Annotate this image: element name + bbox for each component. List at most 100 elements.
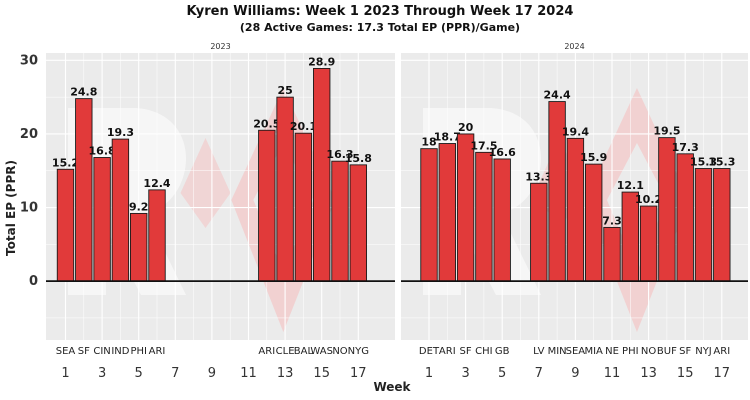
x-tick-label: 15: [677, 366, 694, 381]
bar-value-label: 16.3: [326, 148, 353, 161]
bar-value-label: 12.4: [143, 177, 170, 190]
bar-value-label: 19.3: [107, 126, 134, 139]
team-label: MIN: [548, 346, 567, 357]
bar: [420, 148, 438, 282]
bar-value-label: 25: [277, 84, 292, 97]
bar: [493, 158, 511, 282]
bar-value-label: 15.8: [345, 152, 372, 165]
x-tick-label: 7: [171, 366, 179, 381]
bar-value-label: 20.1: [290, 120, 317, 133]
bar-value-label: 19.5: [653, 125, 680, 138]
x-tick-label: 3: [98, 366, 106, 381]
bar-value-label: 15.3: [708, 156, 735, 169]
y-tick-label: 20: [20, 127, 38, 142]
bar-value-label: 28.9: [308, 55, 335, 68]
bar-value-label: 16.6: [489, 146, 516, 159]
team-label: MIA: [584, 346, 603, 357]
bar-value-label: 7.3: [602, 214, 622, 227]
team-label: NO: [641, 346, 656, 357]
team-label: GB: [495, 346, 510, 357]
bar: [93, 157, 111, 282]
x-tick-label: 7: [535, 366, 543, 381]
bar-value-label: 20.5: [253, 117, 280, 130]
x-tick-label: 9: [208, 366, 216, 381]
x-tick-label: 5: [135, 366, 143, 381]
bar: [530, 182, 548, 282]
team-label: ARI: [439, 346, 456, 357]
team-label: BAL: [294, 346, 314, 357]
facet-label: 2024: [564, 42, 584, 51]
bar-value-label: 10.2: [635, 193, 662, 206]
bar: [456, 133, 475, 282]
x-tick-label: 13: [640, 366, 657, 381]
bar: [75, 98, 93, 282]
bar: [331, 160, 349, 282]
bar-value-label: 13.3: [525, 170, 552, 183]
bar: [258, 129, 276, 282]
bar-value-label: 9.2: [129, 200, 149, 213]
bar-value-label: 24.4: [544, 89, 571, 102]
bar-value-label: 15.9: [580, 151, 607, 164]
x-tick-label: 9: [571, 366, 579, 381]
team-label: CLE: [276, 346, 295, 357]
y-tick-label: 10: [20, 201, 38, 216]
bar: [603, 226, 621, 282]
x-tick-label: 1: [425, 366, 433, 381]
bar: [585, 163, 603, 282]
team-label: ARI: [258, 346, 275, 357]
facet-panel-2024: 2024 18 DET 18.7 ARI 20 SF 17.5 CHI 16.6 GB 13.3 LV 2…: [401, 42, 748, 381]
team-label: CHI: [475, 346, 492, 357]
team-label: SEA: [566, 346, 586, 357]
x-tick-label: 5: [498, 366, 506, 381]
bar-value-label: 17.3: [672, 141, 699, 154]
bar: [676, 153, 694, 282]
bar: [475, 151, 493, 282]
x-tick-label: 17: [350, 366, 367, 381]
bar-value-label: 12.1: [617, 179, 644, 192]
bar-value-label: 17.5: [470, 139, 497, 152]
bar-value-label: 20: [458, 121, 474, 134]
team-label: LV: [533, 346, 544, 357]
facet-label: 2023: [210, 42, 230, 51]
team-label: NE: [605, 346, 619, 357]
bar: [294, 132, 313, 282]
bar: [658, 137, 676, 282]
team-label: NO: [332, 346, 347, 357]
team-label: BUF: [657, 346, 677, 357]
x-axis-title: Week: [373, 380, 411, 394]
team-label: NYG: [348, 346, 369, 357]
team-label: PHI: [622, 346, 639, 357]
chart-title: Kyren Williams: Week 1 2023 Through Week…: [187, 4, 574, 19]
y-axis-title: Total EP (PPR): [4, 160, 18, 256]
team-label: SF: [679, 346, 691, 357]
facet-panel-2023: 2023 15.2 SEA 24.8 SF 16.8 CIN 19.3 IND 9.2 PHI 12.…: [46, 42, 395, 381]
team-label: SF: [78, 346, 90, 357]
x-tick-label: 1: [61, 366, 69, 381]
team-label: NYJ: [695, 346, 712, 357]
facet-panels: 2023 15.2 SEA 24.8 SF 16.8 CIN 19.3 IND 9.2 PHI 12.…: [46, 42, 748, 381]
watermark-shard: [180, 138, 231, 228]
team-label: WAS: [310, 346, 333, 357]
y-tick-label: 0: [29, 274, 38, 289]
bar: [713, 168, 731, 282]
bar: [111, 138, 130, 282]
bar: [349, 164, 367, 282]
bar: [148, 189, 166, 282]
team-label: SF: [460, 346, 472, 357]
y-axis: 0 10 20 30: [20, 53, 38, 289]
bar: [694, 168, 713, 282]
x-tick-label: 13: [277, 366, 294, 381]
bar: [56, 168, 75, 282]
x-tick-label: 17: [714, 366, 731, 381]
team-label: PHI: [130, 346, 147, 357]
team-label: ARI: [713, 346, 730, 357]
bar: [313, 68, 331, 282]
y-tick-label: 30: [20, 53, 38, 68]
x-tick-label: 11: [240, 366, 257, 381]
bar-value-label: 15.2: [52, 156, 79, 169]
bar: [130, 212, 148, 282]
bar: [438, 143, 456, 282]
bar-value-label: 19.4: [562, 125, 589, 138]
team-label: DET: [419, 346, 440, 357]
